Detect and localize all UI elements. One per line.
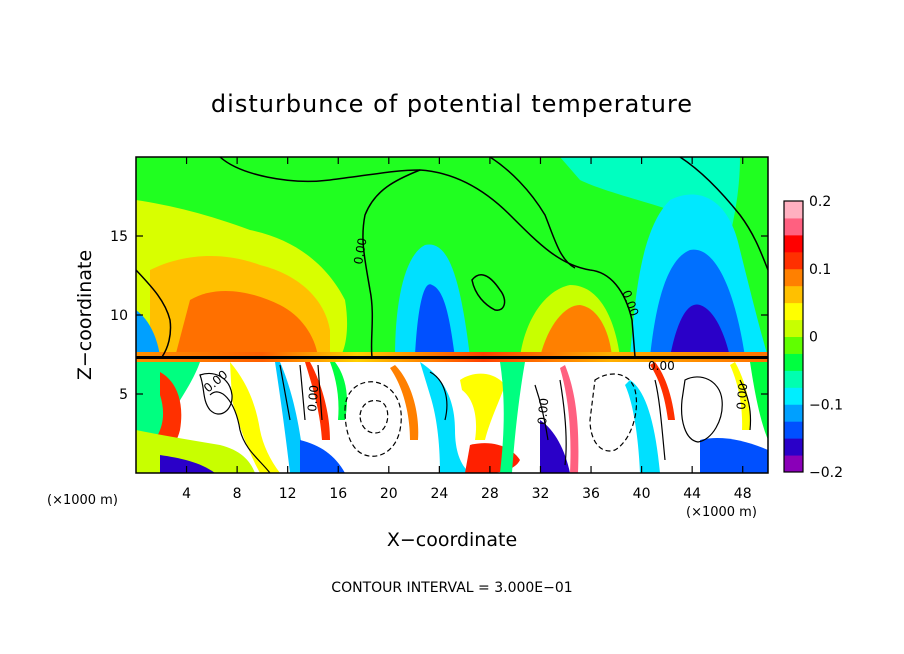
contour-label: 0.00 (351, 237, 369, 266)
x-tick-label: 16 (329, 486, 347, 502)
lower-colors-10 (390, 365, 419, 440)
lower-colors-20 (730, 362, 751, 430)
lower-colors-16 (560, 365, 579, 473)
colorbar-frame (783, 200, 804, 473)
colorbar-swatch (784, 201, 803, 219)
contour-interval-note: CONTOUR INTERVAL = 3.000E−01 (331, 580, 572, 596)
colorbar-label: 0 (809, 330, 818, 346)
colorbar-label: 0.1 (809, 262, 831, 278)
x-tick-label: 48 (734, 486, 752, 502)
cool-region-top-right (560, 157, 740, 270)
cool-column-44k-deep (670, 304, 730, 357)
lower-left-colors-4 (160, 455, 215, 473)
x-tick-label: 4 (182, 486, 191, 502)
colorbar-swatch (784, 438, 803, 456)
colorbar-swatch (784, 387, 803, 405)
z-tick-label: 5 (119, 387, 128, 403)
colorbar-swatch (784, 404, 803, 422)
x-tick-label: 20 (380, 486, 398, 502)
colorbar-swatch (784, 353, 803, 371)
x-tick-label: 28 (481, 486, 499, 502)
contour-label: 0.00 (305, 384, 321, 412)
cool-column-24k-blue (415, 284, 455, 357)
colorbar-swatch (784, 302, 803, 321)
lower-colors-17 (625, 380, 660, 473)
x-axis-unit-left: (×1000 m) (47, 493, 118, 508)
lower-colors-18 (650, 362, 675, 420)
x-tick-label: 12 (279, 486, 297, 502)
z-axis-ticks: 5 10 15 (110, 229, 768, 403)
colorbar-label: −0.2 (809, 465, 843, 481)
plot-area: 0.00 0.00 0.00 0.00 0.00 0.00 0.00 (136, 157, 768, 473)
colorbar-swatch (784, 421, 803, 439)
x-axis-label: X−coordinate (387, 529, 517, 551)
x-axis-ticks: 4 8 12 16 20 24 28 32 36 40 44 48 (182, 157, 752, 502)
lower-colors-19 (700, 438, 768, 473)
x-tick-label: 32 (532, 486, 550, 502)
x-tick-label: 36 (582, 486, 600, 502)
lower-colors-21 (750, 362, 768, 440)
warm-anomaly-left-red (175, 290, 318, 357)
colorbar-swatch (784, 285, 803, 304)
cool-anomaly-left-edge (136, 310, 160, 357)
colorbar-swatch (784, 251, 803, 270)
interface-line (136, 356, 768, 359)
contour-label: 0.00 (648, 359, 675, 373)
colorbar-swatch (784, 234, 803, 253)
x-tick-label: 24 (430, 486, 448, 502)
lower-colors-14 (500, 362, 525, 473)
lower-colors-7 (305, 362, 330, 440)
x-tick-label: 8 (233, 486, 242, 502)
chart-title: disturbunce of potential temperature (211, 90, 693, 118)
colorbar-labels: 0.2 0.1 0 −0.1 −0.2 (809, 194, 843, 481)
lower-colors-12 (460, 373, 505, 440)
x-tick-label: 44 (683, 486, 701, 502)
colorbar-label: 0.2 (809, 194, 831, 210)
colorbar-label: −0.1 (809, 397, 843, 413)
colorbar (783, 200, 804, 473)
contours-lower (199, 364, 752, 473)
x-tick-label: 40 (633, 486, 651, 502)
contour-label: 0.00 (734, 382, 750, 410)
z-tick-label: 15 (110, 229, 128, 245)
warm-anomaly-34k-orange (540, 305, 612, 357)
contours-upper (136, 157, 768, 358)
colorbar-swatch (784, 217, 803, 236)
contour-label: 0.00 (535, 397, 551, 425)
x-axis-unit-right: (×1000 m) (686, 505, 757, 520)
lower-colors-9 (330, 362, 347, 420)
lower-colors-5 (230, 362, 280, 473)
colorbar-swatch (784, 268, 803, 287)
z-axis-label: Z−coordinate (74, 250, 96, 380)
lower-colors-8 (300, 440, 345, 473)
colorbar-swatch (784, 455, 803, 473)
colorbar-swatch (784, 319, 803, 337)
colorbar-swatch (784, 336, 803, 354)
colorbar-swatch (784, 370, 803, 388)
z-tick-label: 10 (110, 308, 128, 324)
